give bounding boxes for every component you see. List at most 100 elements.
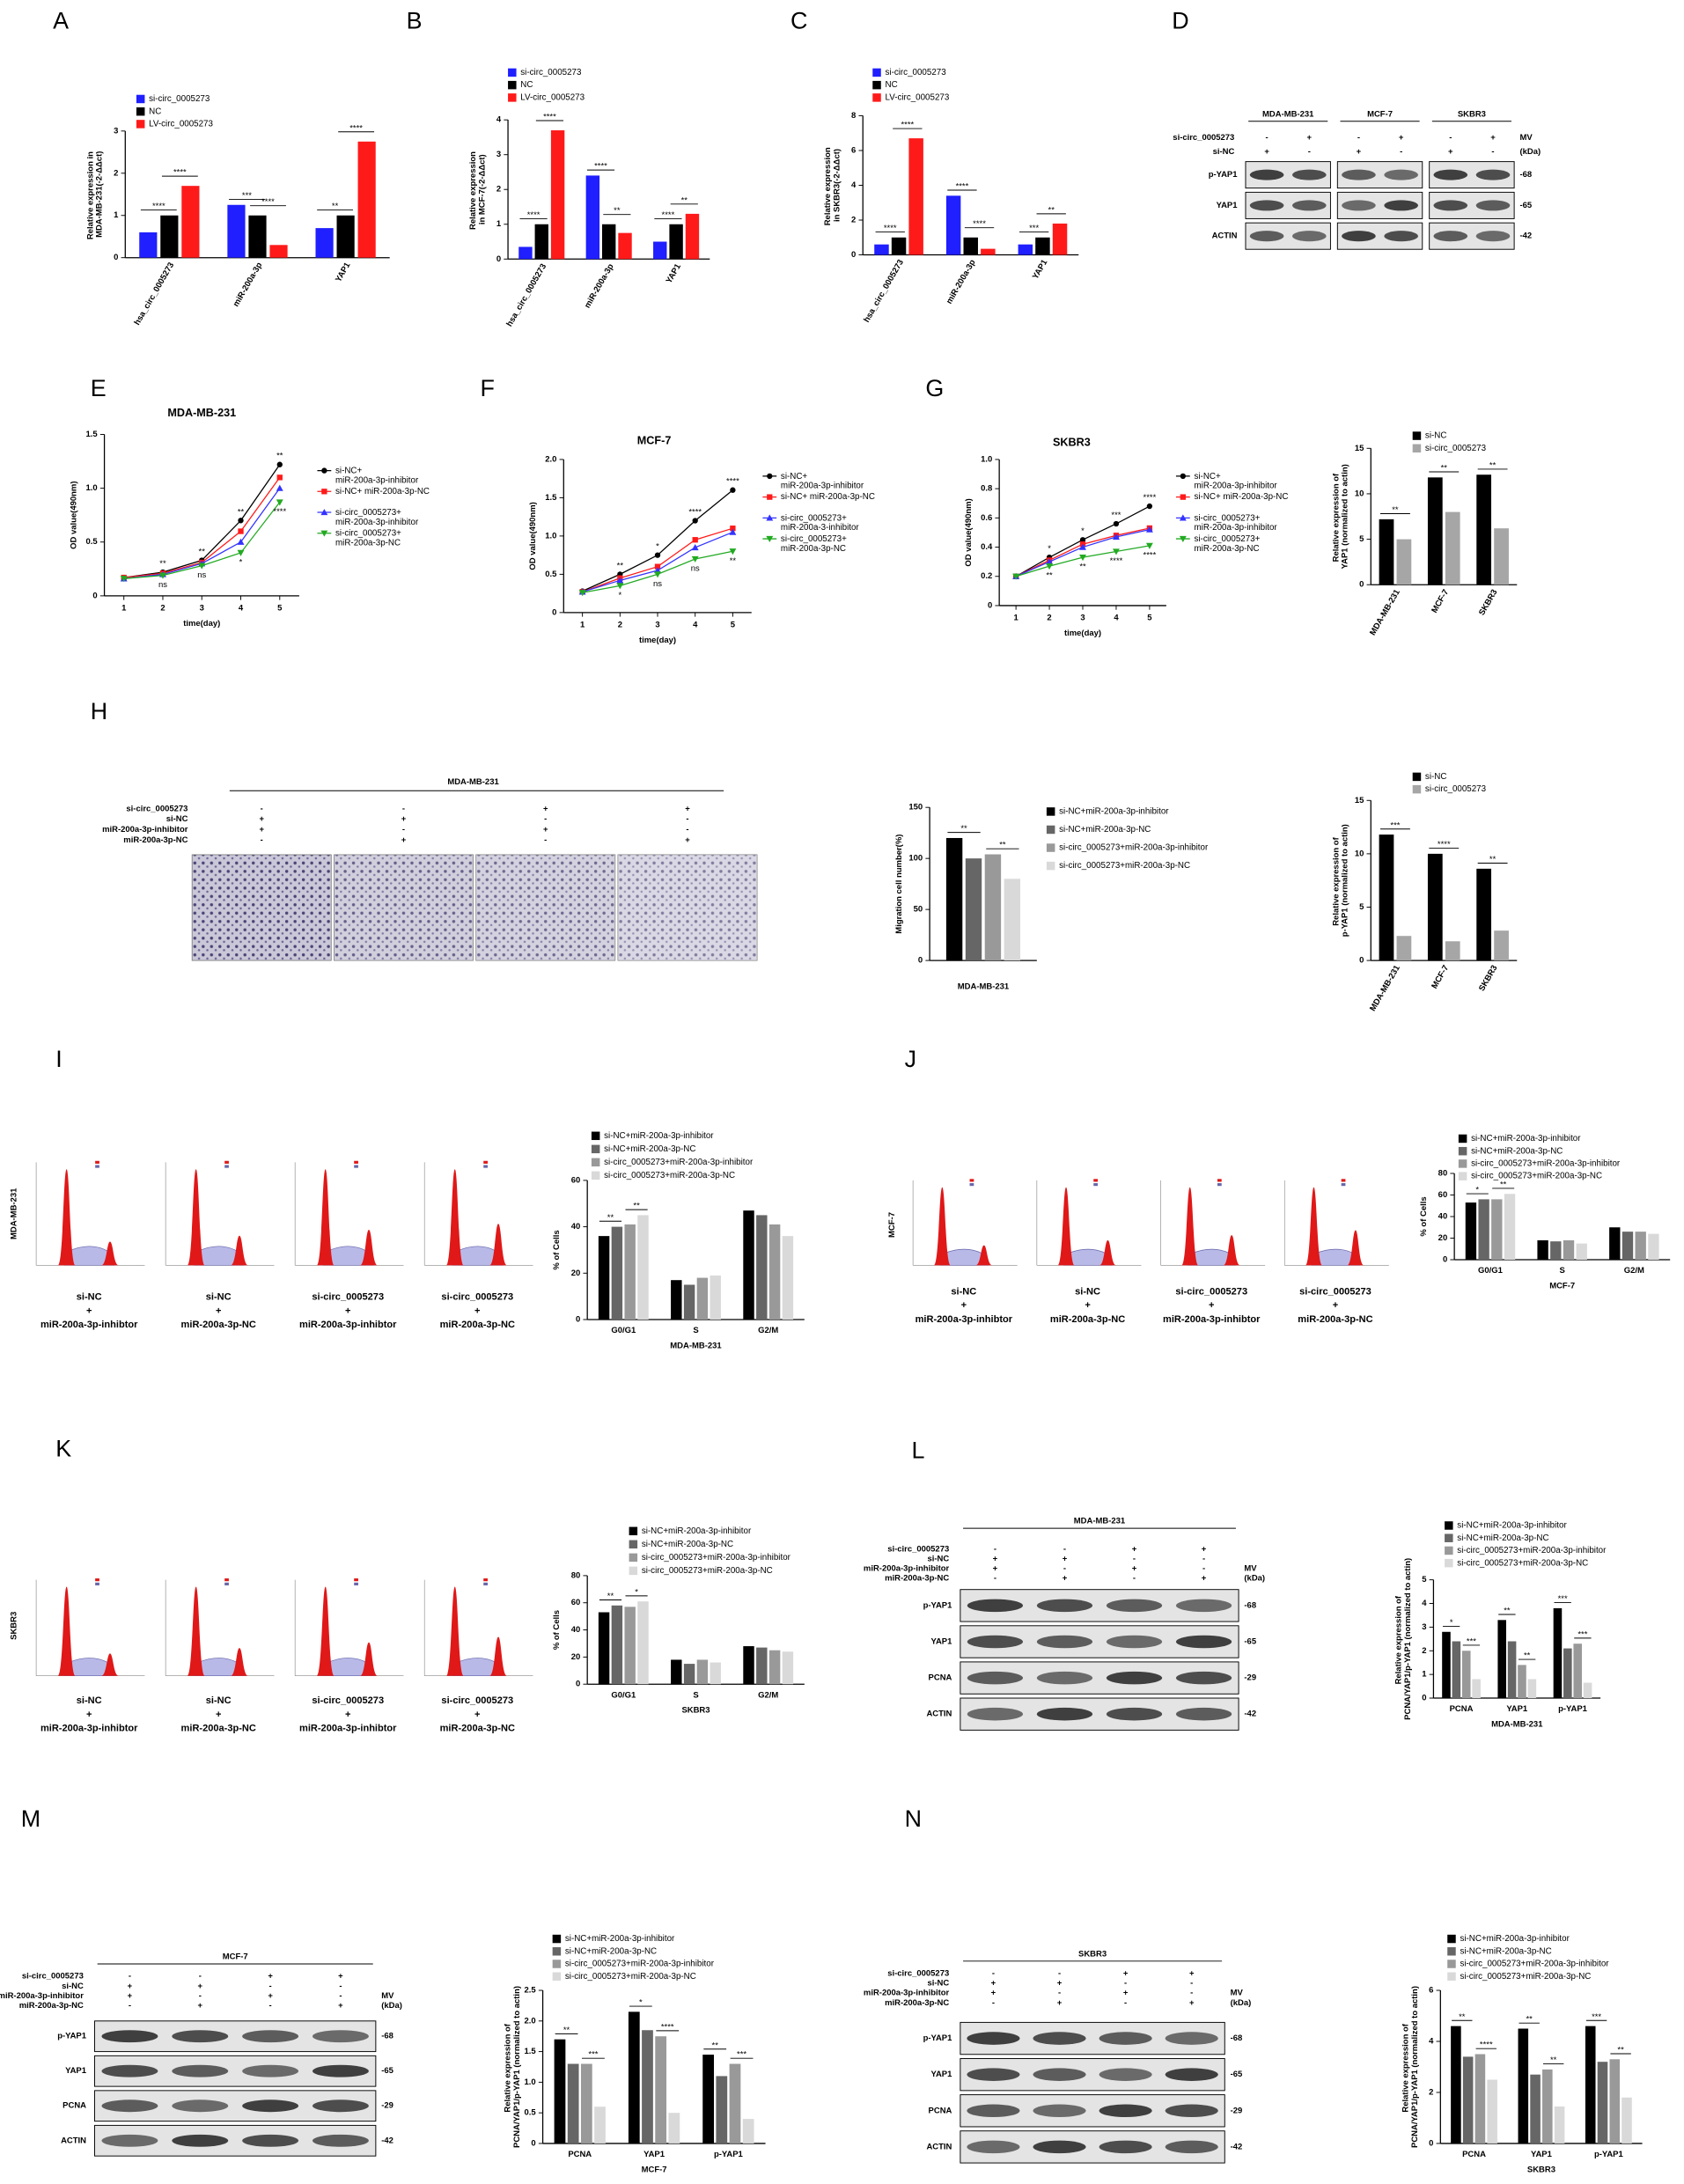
data-point bbox=[1145, 542, 1153, 549]
condition-sign: + bbox=[128, 1982, 133, 1991]
y-axis-label: Relative expression of YAP1 (normalized … bbox=[1331, 464, 1349, 569]
condition-sign: + bbox=[1123, 1969, 1129, 1979]
x-tick-label: G2/M bbox=[1624, 1266, 1644, 1276]
bar bbox=[598, 1612, 610, 1685]
significance-label: **** bbox=[661, 2022, 674, 2032]
blot-band bbox=[1165, 2140, 1218, 2154]
bar bbox=[981, 248, 996, 255]
x-tick-label: 4 bbox=[1114, 614, 1119, 623]
bar bbox=[945, 195, 961, 255]
legend-label: si-circ_0005273+miR-200a-3p-NC bbox=[1457, 1558, 1588, 1568]
legend-label: NC bbox=[149, 107, 161, 116]
histogram-caption: + bbox=[345, 1305, 350, 1316]
bar bbox=[768, 1650, 781, 1685]
blot-band bbox=[967, 1599, 1024, 1613]
y-axis-label: % of Cells bbox=[552, 1610, 562, 1650]
legend-label: LV-circ_0005273 bbox=[886, 92, 950, 102]
blot-band bbox=[1433, 231, 1468, 242]
y-tick-label: 4 bbox=[851, 180, 857, 190]
bar bbox=[1583, 1682, 1592, 1699]
data-point bbox=[1146, 503, 1153, 510]
bar bbox=[1445, 511, 1460, 585]
y-tick-label: 60 bbox=[1438, 1190, 1448, 1200]
y-tick-label: 1 bbox=[496, 219, 501, 229]
y-tick-label: 60 bbox=[571, 1598, 581, 1607]
y-axis-label: Relative expression of PCNA/YAP1/p-YAP1 … bbox=[503, 1986, 521, 2148]
condition-sign: - bbox=[1357, 133, 1360, 143]
bar bbox=[1442, 1631, 1451, 1699]
condition-sign: - bbox=[261, 835, 263, 845]
significance-label: * bbox=[639, 1998, 643, 2008]
data-point bbox=[238, 528, 244, 534]
legend-swatch bbox=[1046, 861, 1055, 871]
legend-swatch bbox=[136, 107, 145, 116]
y-tick-label: 50 bbox=[914, 905, 923, 915]
significance-label: ** bbox=[1459, 2012, 1466, 2022]
legend-label: LV-circ_0005273 bbox=[520, 92, 585, 102]
histogram-key bbox=[483, 1165, 488, 1168]
blot-band bbox=[1384, 200, 1418, 211]
legend-label: si-NC+ miR-200a-3p-NC bbox=[335, 487, 430, 496]
blot-band bbox=[1342, 200, 1376, 211]
histogram-key bbox=[1341, 1183, 1346, 1187]
legend-label: si-circ_0005273+miR-200a-3p-inhibitor bbox=[1460, 1960, 1609, 1969]
x-tick-label: 3 bbox=[655, 621, 659, 630]
significance-label: *** bbox=[1467, 1636, 1476, 1646]
x-tick-label: 1 bbox=[1013, 614, 1018, 623]
x-axis-label: MDA-MB-231 bbox=[1491, 1720, 1542, 1730]
legend-label: LV-circ_0005273 bbox=[149, 120, 213, 129]
blot-band bbox=[1033, 2140, 1086, 2154]
significance-label: ** bbox=[681, 195, 688, 205]
legend-label: si-NC+miR-200a-3p-inhibitor bbox=[565, 1934, 675, 1944]
bar bbox=[984, 854, 1002, 961]
bar bbox=[1507, 1641, 1517, 1699]
histogram-caption: miR-200a-3p-inhibtor bbox=[916, 1314, 1013, 1325]
row-label: YAP1 bbox=[931, 2070, 952, 2079]
histogram-key bbox=[483, 1578, 488, 1582]
bar bbox=[668, 2113, 680, 2144]
condition-sign: + bbox=[1063, 1554, 1068, 1563]
blot-band bbox=[313, 2134, 369, 2147]
blot-band bbox=[242, 2064, 299, 2077]
histogram-key bbox=[1093, 1179, 1099, 1182]
blot-band bbox=[242, 2099, 299, 2113]
legend-label: si-circ_0005273 bbox=[149, 94, 210, 104]
bar bbox=[628, 2011, 640, 2144]
y-tick-label: 3 bbox=[496, 150, 501, 159]
legend-swatch bbox=[1046, 807, 1055, 816]
blot-band bbox=[1175, 1599, 1232, 1613]
blot-band bbox=[1165, 2068, 1218, 2081]
bar bbox=[160, 215, 179, 258]
significance-label: **** bbox=[901, 121, 914, 130]
bar bbox=[1474, 2054, 1486, 2144]
x-tick-label: YAP1 bbox=[1506, 1704, 1527, 1714]
blot-band bbox=[1106, 1671, 1163, 1685]
bar bbox=[908, 138, 923, 255]
histogram-g1-peak bbox=[1181, 1187, 1199, 1266]
significance-label: * bbox=[635, 1587, 638, 1597]
condition-sign: - bbox=[544, 835, 547, 845]
condition-sign: - bbox=[1190, 1989, 1193, 1998]
condition-label: miR-200a-3p-inhibitor bbox=[0, 1991, 84, 2001]
legend-label: si-NC+miR-200a-3p-NC bbox=[565, 1946, 657, 1956]
histogram-g2-peak bbox=[1099, 1239, 1116, 1266]
x-tick-label: 4 bbox=[239, 604, 244, 614]
histogram-key bbox=[1217, 1183, 1222, 1187]
y-tick-label: 0 bbox=[552, 607, 556, 617]
condition-sign: + bbox=[543, 804, 548, 813]
bar bbox=[1504, 1194, 1516, 1261]
histogram-caption: miR-200a-3p-NC bbox=[1298, 1314, 1372, 1325]
significance-label: ** bbox=[1550, 2055, 1557, 2065]
bar bbox=[624, 1224, 636, 1320]
bar bbox=[1563, 1239, 1575, 1261]
blot-band bbox=[1106, 1599, 1163, 1613]
data-point bbox=[237, 538, 245, 545]
legend-label: si-NC+miR-200a-3p-inhibitor bbox=[1457, 1521, 1567, 1531]
histogram-caption: si-circ_0005273 bbox=[441, 1695, 513, 1706]
significance-label: **** bbox=[1438, 840, 1451, 849]
bar bbox=[671, 1280, 682, 1320]
histogram-caption: miR-200a-3p-inhibtor bbox=[299, 1320, 397, 1330]
bar bbox=[1585, 2026, 1596, 2144]
x-tick-label: PCNA bbox=[568, 2150, 592, 2159]
histogram-caption: si-NC bbox=[77, 1292, 102, 1303]
